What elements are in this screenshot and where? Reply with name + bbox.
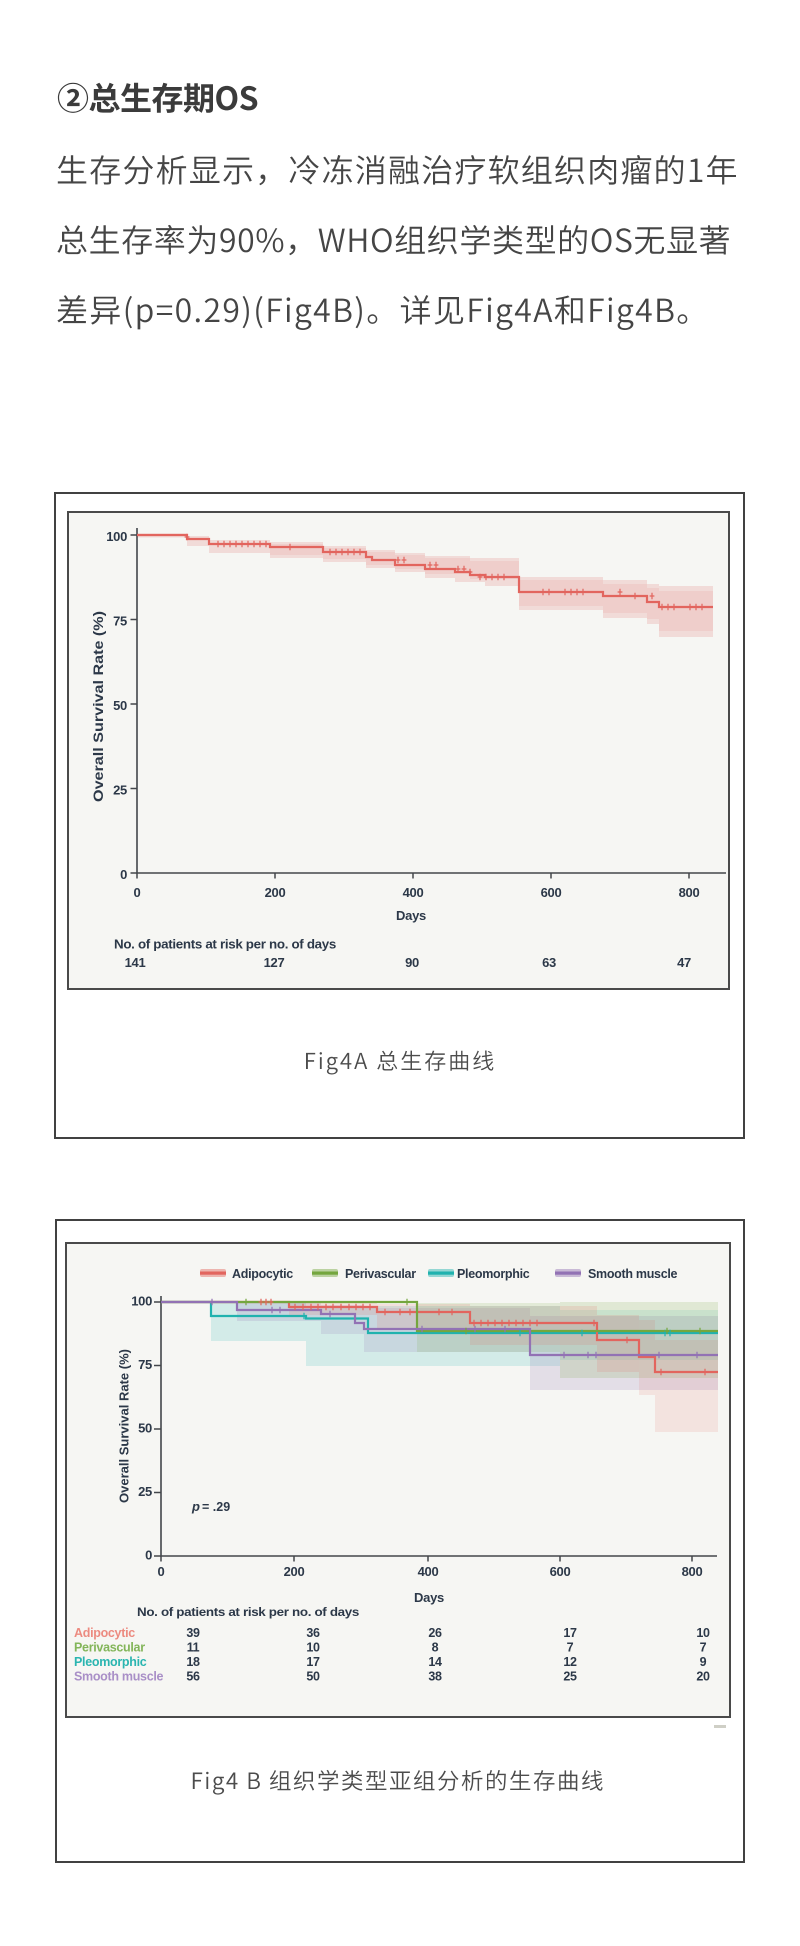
svg-text:7: 7 bbox=[700, 1641, 707, 1655]
svg-text:0: 0 bbox=[158, 1564, 165, 1579]
svg-text:200: 200 bbox=[265, 885, 286, 900]
svg-text:25: 25 bbox=[563, 1670, 577, 1684]
svg-text:0: 0 bbox=[145, 1548, 152, 1563]
svg-text:10: 10 bbox=[306, 1641, 320, 1655]
svg-text:800: 800 bbox=[682, 1564, 703, 1579]
svg-text:Pleomorphic: Pleomorphic bbox=[457, 1267, 530, 1281]
svg-text:36: 36 bbox=[306, 1626, 320, 1640]
svg-text:50: 50 bbox=[138, 1421, 152, 1436]
svg-text:56: 56 bbox=[186, 1670, 200, 1684]
svg-text:600: 600 bbox=[550, 1564, 571, 1579]
svg-text:47: 47 bbox=[677, 955, 691, 970]
svg-text:75: 75 bbox=[138, 1357, 152, 1372]
svg-text:26: 26 bbox=[428, 1626, 442, 1640]
svg-text:400: 400 bbox=[418, 1564, 439, 1579]
svg-text:17: 17 bbox=[563, 1626, 577, 1640]
svg-text:141: 141 bbox=[125, 955, 146, 970]
svg-text:39: 39 bbox=[186, 1626, 200, 1640]
svg-text:100: 100 bbox=[131, 1294, 152, 1309]
svg-text:800: 800 bbox=[679, 885, 700, 900]
svg-text:25: 25 bbox=[138, 1484, 152, 1499]
svg-text:Overall Survival Rate (%): Overall Survival Rate (%) bbox=[91, 611, 106, 802]
svg-text:7: 7 bbox=[567, 1641, 574, 1655]
svg-text:127: 127 bbox=[264, 955, 285, 970]
svg-text:Perivascular: Perivascular bbox=[74, 1641, 145, 1655]
svg-text:25: 25 bbox=[113, 783, 127, 798]
svg-text:9: 9 bbox=[700, 1655, 707, 1669]
svg-text:No. of patients at risk per no: No. of patients at risk per no. of days bbox=[114, 938, 336, 952]
svg-text:0: 0 bbox=[134, 885, 141, 900]
svg-text:Adipocytic: Adipocytic bbox=[232, 1267, 293, 1281]
svg-text:Smooth muscle: Smooth muscle bbox=[74, 1670, 164, 1684]
svg-text:Days: Days bbox=[396, 908, 426, 923]
svg-text:400: 400 bbox=[403, 885, 424, 900]
svg-text:63: 63 bbox=[542, 955, 556, 970]
svg-text:75: 75 bbox=[113, 614, 127, 629]
svg-text:Adipocytic: Adipocytic bbox=[74, 1626, 135, 1640]
svg-text:50: 50 bbox=[113, 698, 127, 713]
svg-text:14: 14 bbox=[428, 1655, 442, 1669]
svg-text:90: 90 bbox=[405, 955, 419, 970]
svg-text:Perivascular: Perivascular bbox=[345, 1267, 416, 1281]
svg-text:18: 18 bbox=[186, 1655, 200, 1669]
svg-text:8: 8 bbox=[432, 1641, 439, 1655]
svg-text:17: 17 bbox=[306, 1655, 320, 1669]
svg-text:Overall Survival Rate (%): Overall Survival Rate (%) bbox=[117, 1349, 132, 1503]
svg-text:12: 12 bbox=[563, 1655, 577, 1669]
svg-text:100: 100 bbox=[106, 529, 127, 544]
svg-text:20: 20 bbox=[696, 1670, 710, 1684]
svg-text:= .29: = .29 bbox=[202, 1500, 230, 1514]
svg-text:200: 200 bbox=[284, 1564, 305, 1579]
svg-text:Days: Days bbox=[414, 1590, 444, 1605]
svg-text:0: 0 bbox=[120, 867, 127, 882]
svg-text:No. of patients at risk per no: No. of patients at risk per no. of days bbox=[137, 1605, 360, 1619]
svg-text:Pleomorphic: Pleomorphic bbox=[74, 1655, 147, 1669]
svg-text:38: 38 bbox=[428, 1670, 442, 1684]
svg-text:Smooth muscle: Smooth muscle bbox=[588, 1267, 678, 1281]
svg-text:10: 10 bbox=[696, 1626, 710, 1640]
svg-text:p: p bbox=[191, 1499, 200, 1514]
svg-text:50: 50 bbox=[306, 1670, 320, 1684]
svg-text:600: 600 bbox=[541, 885, 562, 900]
svg-text:11: 11 bbox=[187, 1641, 200, 1655]
